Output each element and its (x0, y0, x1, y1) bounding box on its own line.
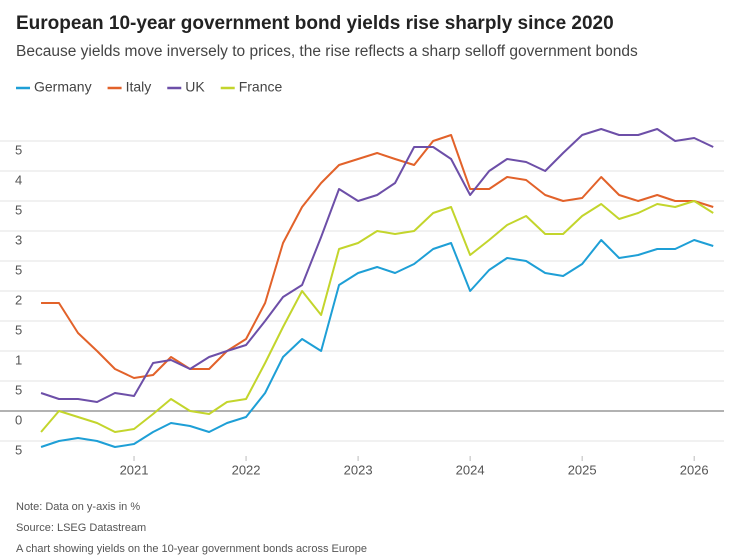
series-line (40, 200, 714, 433)
y-tick-label: 5 (15, 442, 22, 457)
x-tick-label: 2023 (344, 462, 373, 477)
caption: A chart showing yields on the 10-year go… (16, 543, 367, 555)
series-line (40, 239, 714, 448)
series-line (41, 134, 714, 379)
x-tick-label: 2025 (568, 462, 597, 477)
x-tick-label: 2024 (456, 462, 485, 477)
y-tick-label: 3 (15, 232, 22, 247)
legend-label: Germany (34, 79, 92, 95)
chart-subtitle: Because yields move inversely to prices,… (16, 43, 638, 60)
series-line (40, 128, 714, 403)
legend-label: UK (185, 79, 205, 95)
chart-title: European 10-year government bond yields … (16, 13, 614, 34)
y-tick-label: 0 (15, 412, 22, 427)
y-tick-label: 2 (15, 292, 22, 307)
note: Note: Data on y-axis in % (16, 501, 140, 513)
x-tick-label: 2021 (120, 462, 149, 477)
y-tick-label: 5 (15, 202, 22, 217)
x-tick-label: 2022 (232, 462, 261, 477)
y-tick-label: 1 (15, 352, 22, 367)
y-tick-label: 5 (15, 262, 22, 277)
legend-label: Italy (126, 79, 152, 95)
y-tick-label: 4 (15, 172, 22, 187)
y-tick-label: 5 (15, 142, 22, 157)
y-tick-label: 5 (15, 382, 22, 397)
x-tick-label: 2026 (680, 462, 709, 477)
source: Source: LSEG Datastream (16, 522, 146, 534)
y-tick-label: 5 (15, 322, 22, 337)
legend-label: France (239, 79, 283, 95)
